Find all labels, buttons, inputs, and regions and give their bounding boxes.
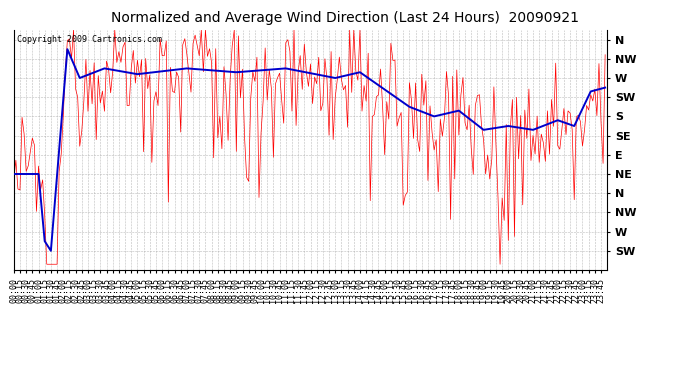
Text: Copyright 2009 Cartronics.com: Copyright 2009 Cartronics.com: [17, 35, 161, 44]
Text: Normalized and Average Wind Direction (Last 24 Hours)  20090921: Normalized and Average Wind Direction (L…: [111, 11, 579, 25]
